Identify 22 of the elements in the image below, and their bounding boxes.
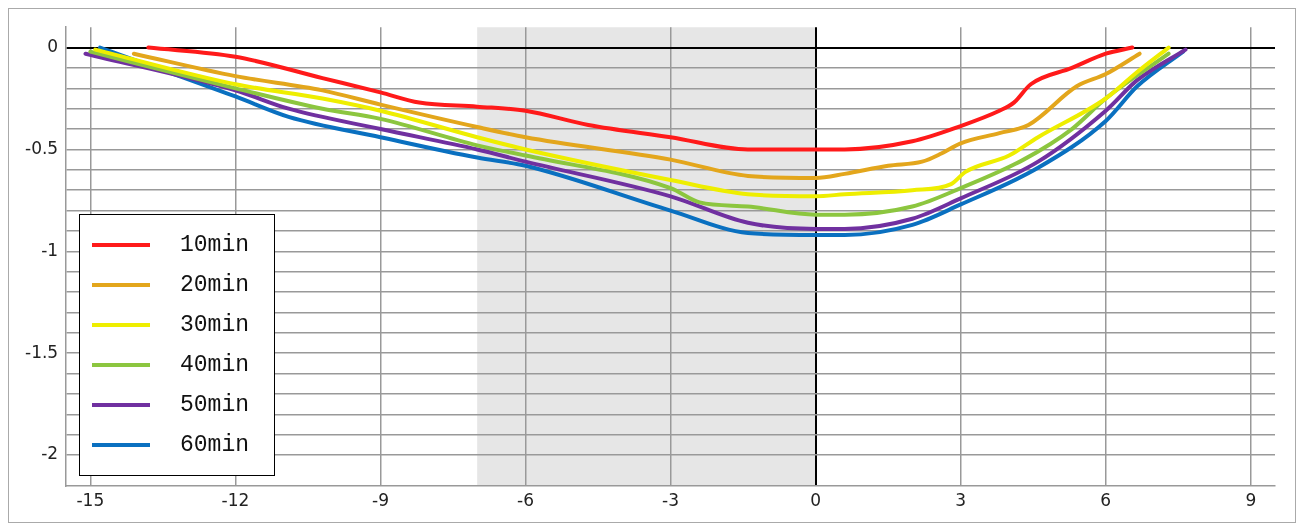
legend-label: 60min xyxy=(180,432,250,458)
legend-label: 20min xyxy=(180,272,250,298)
x-tick-label: -12 xyxy=(221,490,250,511)
y-tick-label: -1 xyxy=(41,239,59,260)
x-tick-label: -6 xyxy=(517,490,534,511)
y-tick-label: -1.5 xyxy=(25,341,59,362)
legend-label: 10min xyxy=(180,232,250,258)
x-tick-label: -9 xyxy=(371,490,389,511)
legend-label: 30min xyxy=(180,312,250,338)
legend-label: 40min xyxy=(180,352,250,378)
x-tick-label: 9 xyxy=(1245,490,1257,511)
x-tick-label: 3 xyxy=(955,490,967,511)
y-tick-label: -2 xyxy=(41,443,59,464)
x-tick-label: -15 xyxy=(76,490,105,511)
x-tick-label: -3 xyxy=(662,490,680,511)
x-tick-label: 0 xyxy=(810,490,822,511)
line-series xyxy=(146,45,1135,152)
y-tick-label: -0.5 xyxy=(25,137,59,158)
y-tick-label: 0 xyxy=(47,36,59,56)
line-series xyxy=(131,51,1142,180)
legend-label: 50min xyxy=(180,392,250,418)
x-tick-label: 6 xyxy=(1100,490,1112,511)
